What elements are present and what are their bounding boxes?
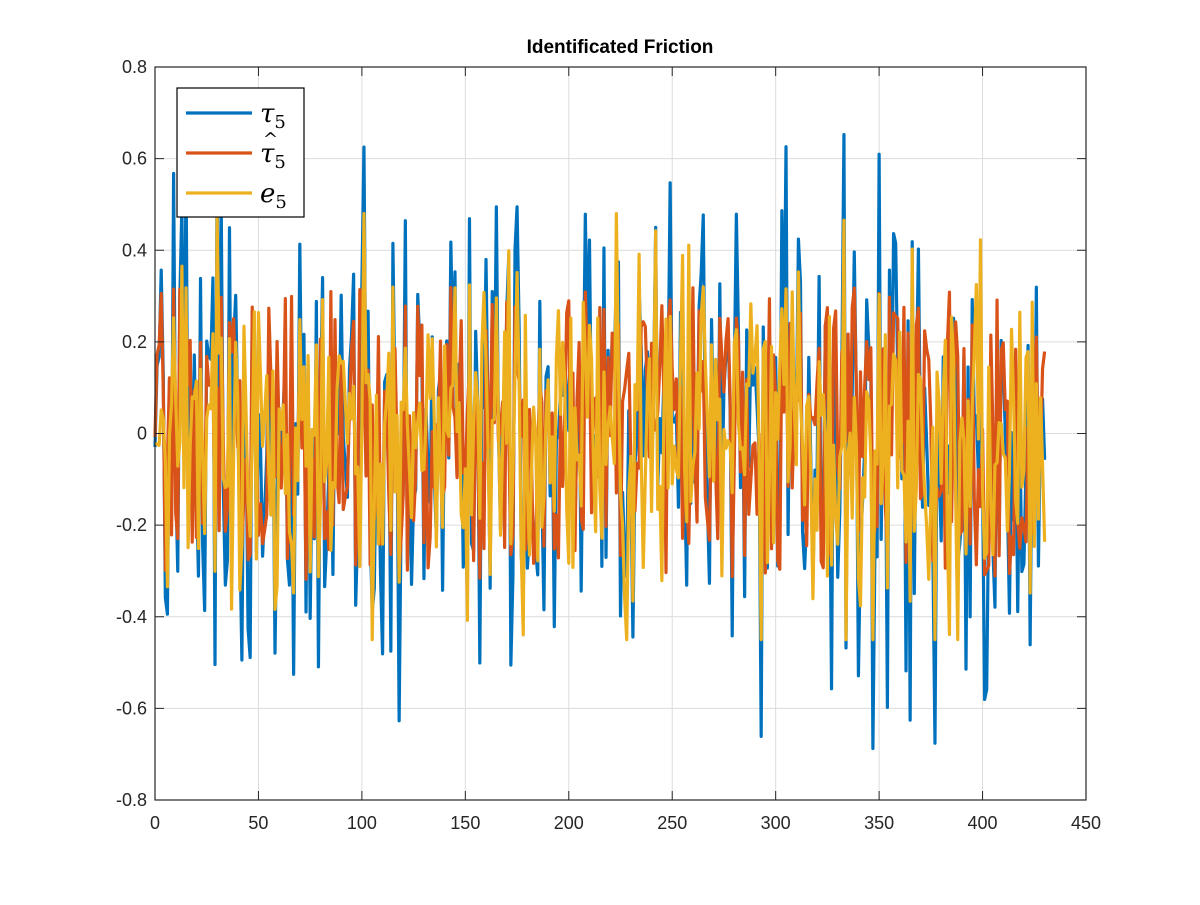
y-tick-label: 0.2	[122, 332, 147, 352]
chart-title: Identificated Friction	[527, 37, 714, 58]
y-tick-label: -0.2	[116, 515, 147, 535]
y-tick-label: 0.8	[122, 57, 147, 77]
y-tick-label: -0.8	[116, 790, 147, 810]
x-tick-label: 350	[864, 813, 894, 833]
x-tick-label: 400	[968, 813, 998, 833]
x-tick-label: 150	[450, 813, 480, 833]
y-tick-label: 0.4	[122, 240, 147, 260]
series-line-3	[154, 212, 1047, 642]
x-tick-label: 250	[657, 813, 687, 833]
y-tick-label: -0.6	[116, 698, 147, 718]
legend-accent-2: ^	[263, 129, 278, 150]
ticks: 0 50 100 150 200 250 300 350 400 450 -0.8 -0.6 -0.4 -…	[116, 57, 1101, 833]
series-layer	[153, 133, 1047, 751]
y-tick-label: -0.4	[116, 607, 147, 627]
y-tick-label: 0.6	[122, 149, 147, 169]
x-tick-label: 300	[761, 813, 791, 833]
x-tick-label: 100	[347, 813, 377, 833]
x-tick-label: 50	[248, 813, 268, 833]
y-tick-label: 0	[137, 424, 147, 444]
x-tick-label: 450	[1071, 813, 1101, 833]
x-tick-label: 200	[554, 813, 584, 833]
x-tick-label: 0	[150, 813, 160, 833]
